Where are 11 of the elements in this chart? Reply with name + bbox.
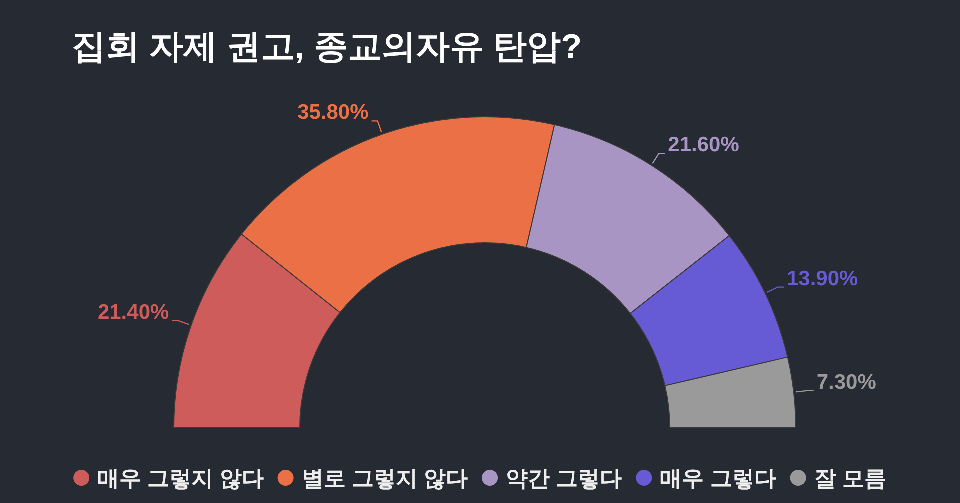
chart-title: 집회 자제 권고, 종교의자유 탄압? xyxy=(72,28,582,66)
legend-label: 별로 그렇지 않다 xyxy=(302,466,468,491)
data-label: 21.60% xyxy=(668,134,740,157)
data-label: 13.90% xyxy=(786,267,859,290)
data-label: 35.80% xyxy=(298,101,370,124)
legend-label: 잘 모름 xyxy=(814,466,886,491)
data-label: 7.30% xyxy=(816,370,877,394)
legend-label: 약간 그렇다 xyxy=(506,466,622,491)
data-label: 21.40% xyxy=(98,300,170,324)
legend-label: 매우 그렇지 않다 xyxy=(98,466,264,491)
legend-label: 매우 그렇다 xyxy=(660,466,776,491)
